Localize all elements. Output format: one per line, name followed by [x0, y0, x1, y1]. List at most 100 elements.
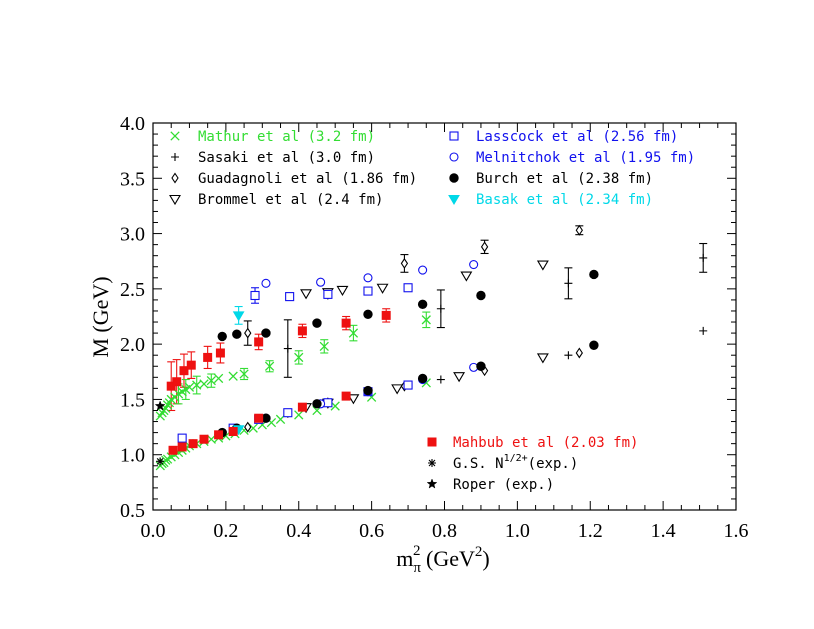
x-tick-label: 1.2 — [578, 520, 603, 542]
data-point — [460, 271, 473, 282]
data-point — [469, 259, 479, 270]
x-tick-label: 1.0 — [505, 520, 530, 542]
data-markers — [154, 224, 708, 471]
data-point — [248, 423, 258, 433]
data-point — [312, 399, 322, 409]
data-point — [294, 410, 304, 420]
data-point — [589, 269, 599, 280]
y-tick-label: 1.5 — [120, 389, 145, 411]
data-point — [215, 348, 225, 358]
data-point — [214, 430, 224, 440]
legend-label-tail: (exp.) — [528, 456, 579, 472]
legend-label: Melnitchok et al (1.95 fm) — [476, 150, 695, 166]
data-point — [168, 445, 178, 455]
x-tick-label: 0.2 — [213, 520, 238, 542]
x-tick-label: 0.0 — [141, 520, 166, 542]
legend: Mathur et al (3.2 fm) Sasaki et al (3.0 f… — [169, 129, 695, 493]
y-tick-label: 3.0 — [120, 224, 145, 246]
data-point — [297, 326, 307, 336]
data-point — [297, 402, 307, 412]
data-point — [436, 304, 445, 313]
data-point — [283, 344, 292, 353]
y-tick-label: 3.5 — [120, 168, 145, 190]
data-point — [206, 375, 216, 386]
data-point — [575, 224, 583, 236]
legend-marker — [449, 131, 459, 141]
legend-marker — [428, 459, 436, 467]
data-point — [536, 260, 549, 271]
legend-marker — [171, 172, 179, 184]
data-point — [186, 360, 196, 370]
data-point — [254, 413, 264, 423]
legend-marker — [171, 153, 179, 161]
legend-label: Lasscock et al (2.56 fm) — [476, 129, 678, 145]
data-point — [154, 400, 166, 411]
data-point — [232, 311, 245, 322]
data-point — [436, 375, 445, 384]
data-point — [300, 289, 312, 300]
data-point — [261, 328, 271, 338]
data-point — [363, 286, 373, 296]
legend-label: Sasaki et al (3.0 fm) — [198, 150, 375, 166]
data-point — [232, 329, 242, 339]
data-point — [179, 366, 189, 376]
data-point — [575, 347, 583, 359]
data-point — [294, 352, 304, 363]
legend-label: Guadagnoli et al (1.86 fm) — [198, 171, 417, 187]
data-point — [319, 341, 329, 352]
data-point — [564, 279, 573, 288]
y-axis-title: M (GeV) — [88, 276, 113, 357]
data-point — [564, 351, 573, 360]
error-bars — [167, 225, 708, 412]
data-point — [417, 373, 428, 384]
legend-marker — [170, 131, 180, 141]
data-point — [403, 380, 413, 390]
data-point — [400, 257, 409, 269]
data-point — [453, 372, 466, 383]
x-axis-title-base: m — [396, 546, 413, 571]
data-point — [323, 398, 333, 408]
data-point — [476, 361, 486, 371]
data-point — [188, 439, 198, 449]
data-point — [363, 309, 373, 319]
x-axis-title-unit-sup: 2 — [475, 544, 483, 560]
data-point — [312, 318, 322, 328]
data-point — [381, 310, 391, 320]
data-point — [323, 289, 333, 299]
data-point — [316, 277, 326, 287]
data-point — [244, 421, 252, 433]
legend-label-sup: 1/2+ — [504, 453, 528, 464]
data-point — [363, 385, 373, 396]
data-point — [376, 283, 389, 294]
legend-marker — [426, 478, 438, 489]
legend-label: Mahbub et al (2.03 fm) — [453, 435, 638, 451]
legend-marker — [169, 194, 181, 206]
data-point — [228, 426, 238, 436]
data-point — [341, 318, 351, 328]
data-point — [203, 352, 213, 362]
x-axis-title-unit-close: ) — [482, 546, 489, 571]
data-point — [156, 457, 165, 466]
data-point — [403, 283, 413, 293]
data-point — [421, 315, 431, 325]
legend-label: Mathur et al (3.2 fm) — [198, 129, 375, 145]
data-point — [285, 292, 295, 302]
y-tick-label: 2.0 — [120, 334, 145, 356]
y-tick-label: 1.0 — [120, 445, 145, 467]
data-point — [480, 241, 489, 253]
legend-label: Basak et al (2.34 fm) — [476, 192, 653, 208]
data-point — [244, 327, 252, 339]
data-point — [228, 371, 238, 381]
x-tick-label: 1.6 — [724, 520, 749, 542]
data-point — [476, 290, 486, 301]
data-point — [347, 394, 360, 405]
data-point — [177, 442, 187, 452]
x-tick-label: 1.4 — [651, 520, 676, 542]
data-point — [239, 369, 249, 379]
data-point — [536, 353, 549, 364]
data-point — [172, 377, 182, 387]
x-axis-title-unit-open: (GeV — [421, 546, 475, 571]
y-tick-label: 4.0 — [120, 113, 145, 135]
data-point — [417, 299, 428, 310]
